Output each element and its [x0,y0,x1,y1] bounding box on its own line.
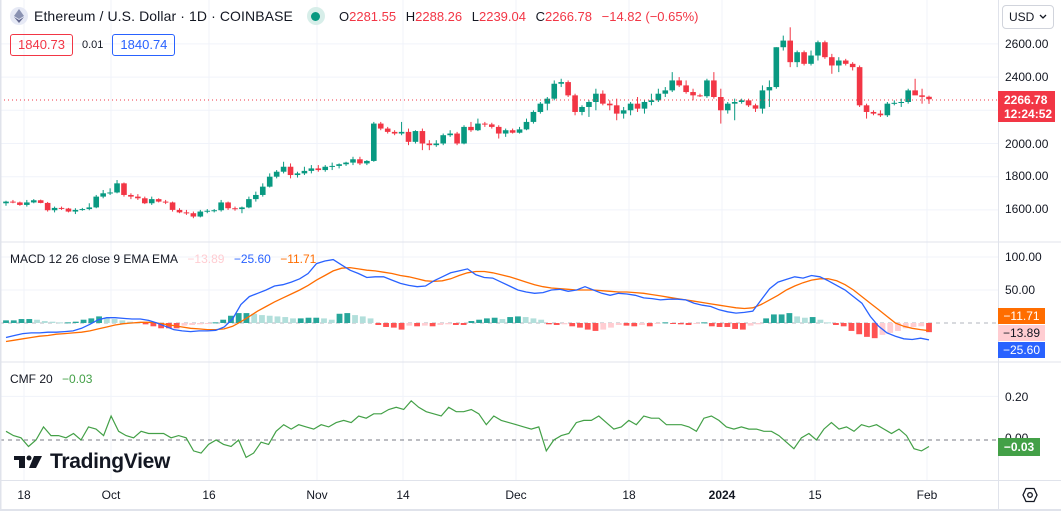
ethereum-icon [10,7,28,25]
symbol-title[interactable]: Ethereum / U.S. Dollar · 1D · COINBASE [34,8,293,24]
close-value: 2266.78 [545,8,592,24]
price-axis-label: 2600.00 [1005,37,1049,51]
price-candles [3,27,932,219]
time-axis-label: Dec [505,488,527,502]
time-axis-label: 18 [622,488,636,502]
current-price-tag: 2266.78 12:24:52 [998,91,1055,122]
ohlc-values: O2281.55 H2288.26 L2239.04 C2266.78 −14.… [338,8,699,24]
bid-ask-panel: 1840.73 0.01 1840.74 [10,34,176,56]
time-axis-label: Oct [101,488,121,502]
cmf-value: −0.03 [62,372,93,386]
time-axis-label: 16 [202,488,216,502]
currency-select[interactable]: USD [1002,5,1054,29]
price-axis-label: 2000.00 [1005,137,1049,151]
tradingview-logo-icon [14,455,42,468]
cmf-axis-label: 0.20 [1005,390,1029,404]
spread-value: 0.01 [82,39,104,51]
macd-histogram-value: −13.89 [187,252,225,266]
chevron-down-icon [1039,14,1047,19]
grid-lines [0,0,998,480]
buy-button[interactable]: 1840.74 [112,34,176,56]
settings-icon[interactable] [1022,487,1038,503]
sell-button[interactable]: 1840.73 [10,34,73,56]
high-value: 2288.26 [415,8,463,24]
open-value: 2281.55 [349,8,397,24]
macd-pane [0,256,998,343]
price-axis-label: 1600.00 [1005,202,1049,216]
market-open-status-icon [306,7,325,25]
price-axis-label: 1800.00 [1005,169,1049,183]
macd-title[interactable]: MACD 12 26 close 9 EMA EMA [10,252,179,266]
time-axis-label: 15 [808,488,822,502]
macd-signal-tag: −11.71 [998,308,1045,324]
tradingview-logo-text: TradingView [50,450,171,473]
current-price: 2266.78 [1004,93,1048,107]
macd-legend: MACD 12 26 close 9 EMA EMA −13.89 −25.60… [10,252,316,266]
time-axis-label: 2024 [708,488,736,502]
price-axis-label: 2400.00 [1005,70,1049,84]
cmf-pane [0,395,998,459]
bar-countdown: 12:24:52 [1004,107,1053,121]
symbol-legend: Ethereum / U.S. Dollar · 1D · COINBASE O… [10,7,704,25]
low-value: 2239.04 [478,8,526,24]
currency-value: USD [1009,10,1035,24]
macd-axis-label: 50.00 [1005,283,1036,297]
macd-histogram-tag: −13.89 [998,325,1045,341]
macd-signal-value: −11.71 [280,252,317,266]
macd-line-value: −25.60 [233,252,271,266]
cmf-legend: CMF 20 −0.03 [10,372,92,386]
macd-axis-label: 100.00 [1005,250,1042,264]
cmf-title[interactable]: CMF 20 [10,372,53,386]
change-value: −14.82 (−0.65%) [601,8,699,24]
cmf-value-tag: −0.03 [998,438,1040,456]
macd-line-tag: −25.60 [998,342,1045,358]
time-axis-label: 18 [17,488,31,502]
time-axis-label: 14 [396,488,410,502]
tradingview-logo[interactable]: TradingView [14,450,170,474]
time-axis-label: Nov [306,488,328,502]
time-axis-label: Feb [916,488,938,502]
